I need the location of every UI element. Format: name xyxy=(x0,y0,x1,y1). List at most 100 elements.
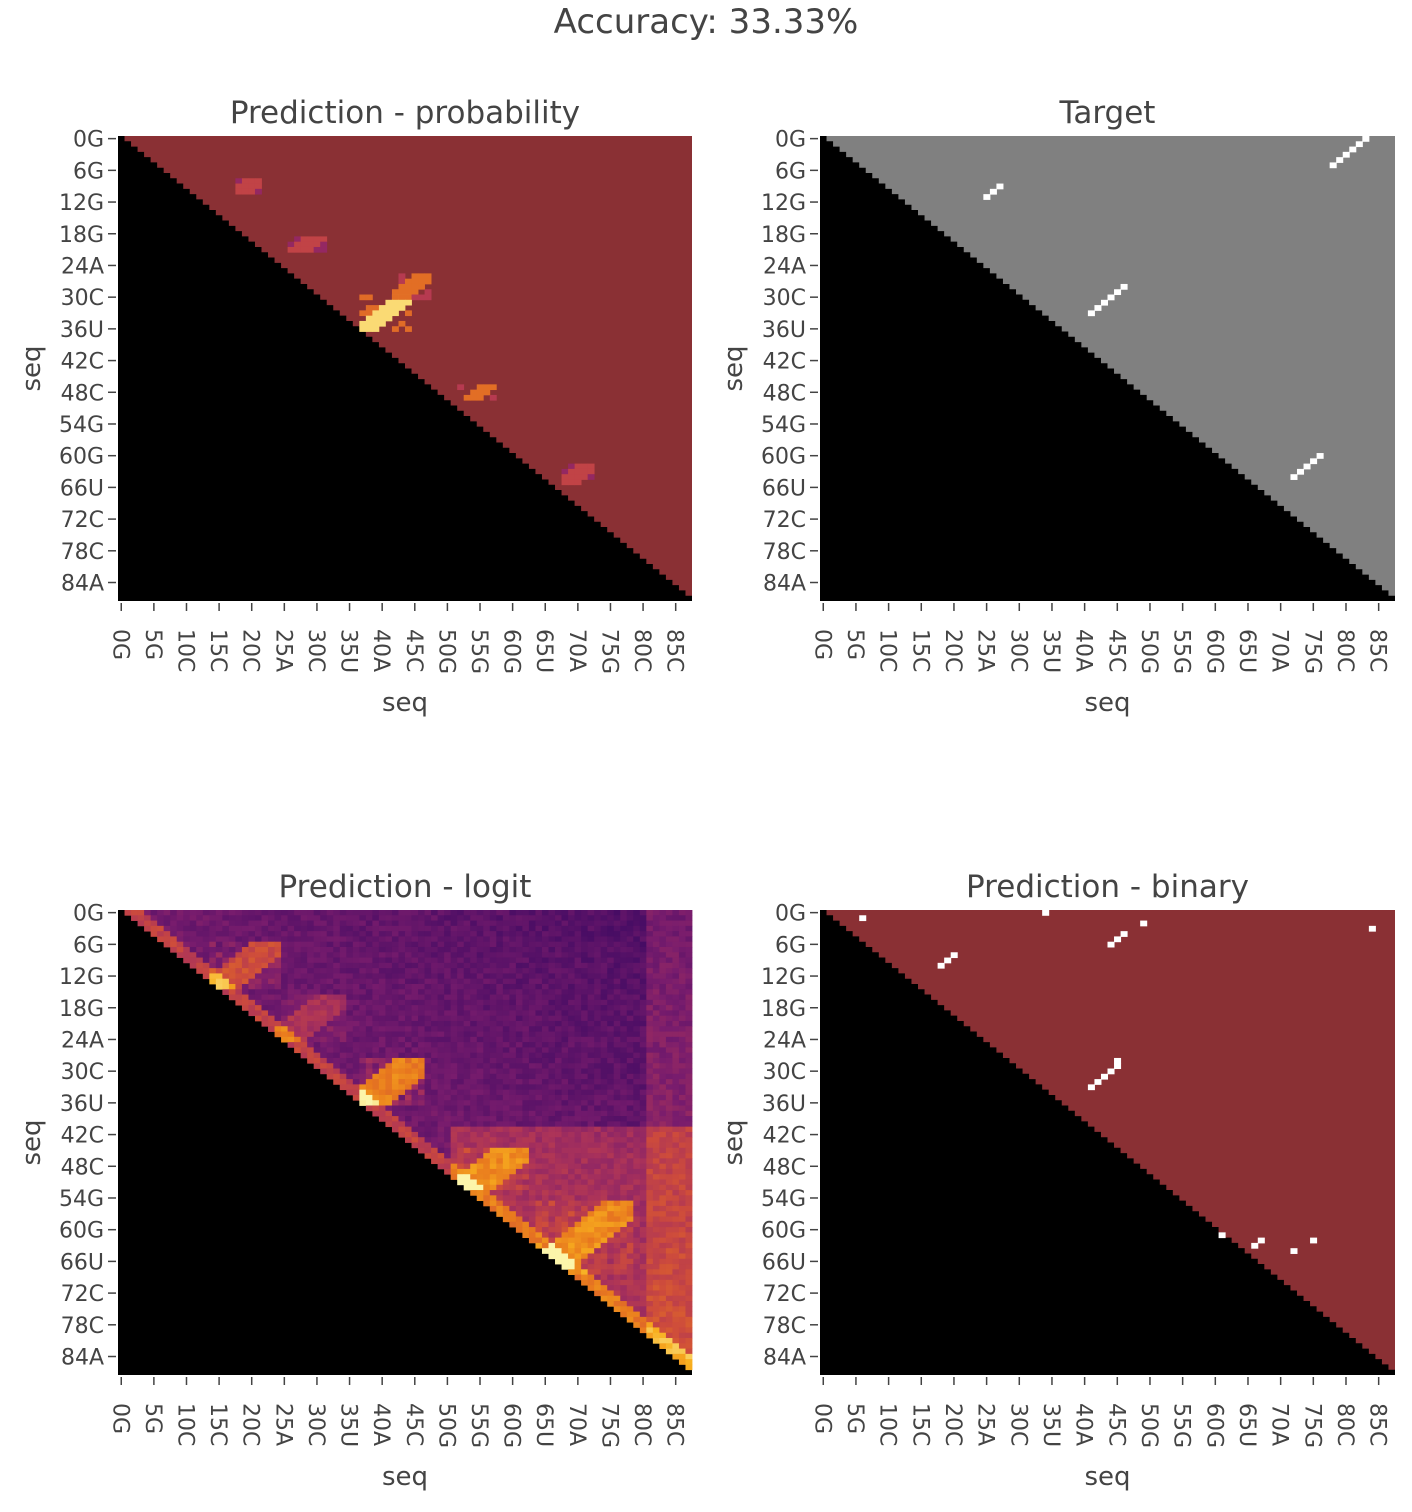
heatmap-cell xyxy=(678,1094,686,1101)
heatmap-cell xyxy=(346,1079,354,1085)
heatmap-cell xyxy=(274,994,282,1001)
heatmap-cell xyxy=(541,968,549,974)
heatmap-cell xyxy=(587,1110,595,1117)
heatmap-cell xyxy=(509,952,517,958)
heatmap-cell xyxy=(509,1073,517,1080)
heatmap-cell xyxy=(685,920,693,927)
heatmap-cell xyxy=(509,1042,517,1048)
heatmap-cell xyxy=(515,920,523,927)
heatmap-cell xyxy=(607,1264,615,1270)
heatmap-cell xyxy=(183,920,191,927)
heatmap-cell xyxy=(665,1205,673,1212)
heatmap-cell xyxy=(620,1290,628,1297)
heatmap-cell xyxy=(528,1100,536,1106)
heatmap-cell xyxy=(274,983,282,990)
heatmap-cell xyxy=(509,1147,517,1154)
heatmap-cell xyxy=(600,1290,608,1297)
heatmap-cell xyxy=(424,278,432,285)
heatmap-cell xyxy=(685,1211,693,1217)
heatmap-cell xyxy=(365,994,373,1001)
heatmap-cell xyxy=(587,1084,595,1091)
heatmap-cell xyxy=(541,1242,549,1249)
heatmap-cell xyxy=(561,1237,569,1244)
heatmap-cell xyxy=(600,1295,608,1302)
heatmap-cell xyxy=(607,936,615,943)
heatmap-cell xyxy=(646,1052,654,1059)
heatmap-cell xyxy=(457,1073,465,1080)
heatmap-cell xyxy=(541,1031,549,1038)
heatmap-cell xyxy=(672,915,680,921)
heatmap-cell xyxy=(470,1147,478,1154)
heatmap-cell xyxy=(555,1195,562,1202)
heatmap-cell xyxy=(268,915,275,921)
heatmap-cell xyxy=(685,999,693,1006)
heatmap-cell xyxy=(359,968,367,974)
heatmap-cell xyxy=(326,915,334,921)
heatmap-cell xyxy=(633,978,641,985)
heatmap-cell xyxy=(248,178,256,184)
heatmap-cell xyxy=(502,920,510,927)
heatmap-cell xyxy=(489,1015,497,1022)
heatmap-cell xyxy=(352,1057,360,1064)
heatmap-cell xyxy=(665,983,673,990)
heatmap-cell xyxy=(568,1205,575,1212)
heatmap-cell xyxy=(568,1221,575,1228)
heatmap-cell xyxy=(274,978,282,985)
heatmap-cell xyxy=(633,1290,641,1297)
heatmap-cell xyxy=(652,1290,660,1297)
heatmap-cell xyxy=(652,1031,660,1038)
heatmap-cell xyxy=(685,1137,693,1143)
heatmap-cell xyxy=(574,1179,582,1186)
heatmap-cell xyxy=(372,1026,380,1032)
heatmap-cell xyxy=(378,1052,386,1059)
heatmap-cell xyxy=(287,983,295,990)
heatmap-cell xyxy=(672,957,680,964)
heatmap-cell xyxy=(359,920,367,927)
heatmap-cell xyxy=(639,1105,647,1112)
heatmap-cell xyxy=(411,1036,419,1043)
heatmap-cell xyxy=(398,1089,406,1096)
heatmap-cell xyxy=(515,983,523,990)
heatmap-cell xyxy=(483,989,491,995)
heatmap-cell xyxy=(574,1126,582,1133)
heatmap-cell xyxy=(326,1042,334,1048)
heatmap-cell xyxy=(600,1137,608,1143)
heatmap-cell xyxy=(307,925,315,932)
heatmap-cell xyxy=(300,1015,308,1022)
heatmap-cell xyxy=(215,973,223,980)
heatmap-cell xyxy=(646,931,654,937)
heatmap-cell xyxy=(346,931,354,937)
heatmap-cell xyxy=(633,1195,641,1202)
heatmap-cell xyxy=(359,941,367,948)
heatmap-cell xyxy=(528,1015,536,1022)
heatmap-cell xyxy=(365,1026,373,1032)
heatmap-cell xyxy=(241,188,249,195)
heatmap-cell xyxy=(254,1010,262,1017)
heatmap-cell xyxy=(359,910,367,916)
x-tick-label: 75G xyxy=(1299,1403,1324,1448)
heatmap-cell xyxy=(372,952,380,958)
heatmap-cell xyxy=(515,978,523,985)
heatmap-cell xyxy=(476,1116,484,1122)
heatmap-cell xyxy=(555,920,562,927)
x-tick-label: 10C xyxy=(875,1403,900,1446)
heatmap-cell xyxy=(352,994,360,1001)
heatmap-cell xyxy=(287,994,295,1001)
heatmap-cell xyxy=(561,978,569,985)
heatmap-cell xyxy=(665,1253,673,1260)
heatmap-cell xyxy=(548,936,556,943)
heatmap-cell xyxy=(665,1005,673,1011)
heatmap-cell xyxy=(385,941,393,948)
heatmap-cell xyxy=(535,973,543,980)
heatmap-cell xyxy=(476,978,484,985)
heatmap-cell xyxy=(568,941,575,948)
heatmap-cell xyxy=(313,936,321,943)
heatmap-cell xyxy=(372,962,380,969)
heatmap-cell xyxy=(294,910,302,916)
heatmap-cell xyxy=(600,1285,608,1291)
heatmap-cell xyxy=(633,1015,641,1022)
heatmap-cell xyxy=(672,1010,680,1017)
heatmap-cell xyxy=(463,1105,471,1112)
heatmap-cell xyxy=(639,936,647,943)
heatmap-cell xyxy=(463,983,471,990)
